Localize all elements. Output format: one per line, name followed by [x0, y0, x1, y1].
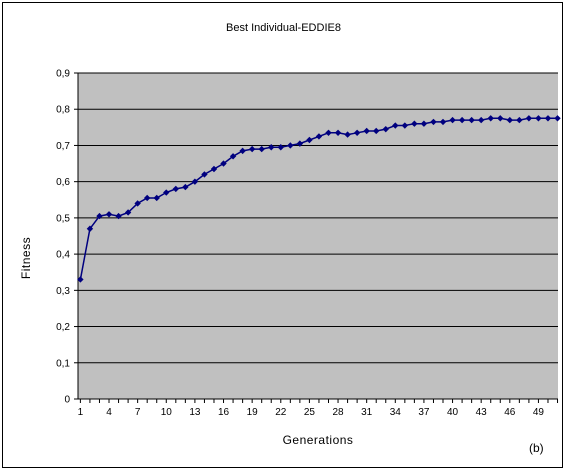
data-point [544, 115, 552, 122]
x-tick-label: 19 [247, 407, 259, 418]
data-point [554, 115, 561, 122]
x-tick-label: 31 [361, 407, 373, 418]
data-point [525, 115, 533, 122]
data-point [115, 212, 122, 220]
data-point [439, 118, 447, 126]
y-tick-label: 0,5 [56, 213, 70, 224]
x-tick-label: 10 [161, 407, 173, 418]
x-tick-label: 25 [304, 407, 316, 418]
data-point [477, 116, 485, 124]
y-ticks: 0 0,1 0,2 0,3 0,4 0,5 0,6 0,7 0,8 0,9 [56, 69, 78, 406]
y-tick-label: 0,2 [56, 322, 70, 333]
y-tick-label: 0,3 [56, 286, 70, 297]
data-point [373, 127, 380, 135]
data-point [220, 160, 227, 167]
data-point [468, 116, 475, 124]
data-point [506, 116, 514, 124]
y-tick-label: 0,9 [56, 69, 70, 80]
x-tick-label: 1 [78, 407, 84, 418]
y-tick-label: 0,6 [56, 177, 70, 188]
data-point [143, 194, 151, 202]
data-point [325, 129, 332, 136]
data-point [296, 140, 304, 147]
data-point [210, 165, 218, 173]
gridlines [78, 72, 558, 364]
axes [77, 73, 558, 400]
x-tick-label: 7 [135, 407, 141, 418]
x-ticks: 1 4 7 10 13 16 19 22 25 28 31 34 37 40 43 46 49 [78, 399, 559, 418]
y-tick-label: 0,1 [56, 358, 70, 369]
panel-label: (b) [529, 441, 544, 455]
data-point [344, 131, 351, 138]
data-point [277, 144, 284, 151]
data-point [182, 183, 189, 191]
data-point [306, 136, 313, 144]
data-point [163, 189, 170, 196]
data-point [420, 120, 428, 127]
data-point [382, 125, 389, 133]
data-point [96, 212, 103, 220]
data-point [248, 145, 256, 153]
x-tick-label: 49 [533, 407, 545, 418]
x-tick-label: 40 [447, 407, 459, 418]
data-point [392, 122, 399, 129]
data-point [411, 120, 418, 127]
x-tick-label: 16 [218, 407, 230, 418]
data-point [363, 127, 370, 135]
y-tick-label: 0,7 [56, 141, 70, 152]
data-point [449, 116, 456, 124]
data-point [497, 115, 504, 122]
data-point [124, 209, 132, 216]
data-point [535, 115, 542, 122]
data-point [86, 225, 94, 232]
x-tick-label: 46 [504, 407, 516, 418]
data-point [334, 129, 342, 136]
x-tick-label: 34 [390, 407, 402, 418]
x-tick-label: 28 [332, 407, 344, 418]
x-tick-label: 22 [275, 407, 287, 418]
data-point [77, 276, 84, 283]
data-point [229, 153, 237, 160]
x-tick-label: 43 [476, 407, 488, 418]
data-point [401, 122, 409, 129]
data-point [353, 129, 361, 136]
data-point [191, 178, 199, 185]
x-tick-label: 37 [418, 407, 430, 418]
data-point [201, 171, 208, 178]
data-point [516, 116, 523, 124]
x-axis-label: Generations [282, 433, 354, 447]
data-point [172, 185, 180, 193]
y-tick-label: 0 [64, 395, 70, 406]
series-group [77, 115, 561, 283]
data-point [153, 194, 160, 202]
y-tick-label: 0,8 [56, 105, 70, 116]
data-point [134, 200, 141, 207]
data-point [105, 211, 113, 218]
data-point [458, 116, 466, 124]
plot-area [78, 73, 558, 399]
x-tick-label: 4 [106, 407, 112, 418]
chart-title: Best Individual-EDDIE8 [226, 22, 341, 34]
data-point [315, 133, 323, 140]
x-tick-label: 13 [189, 407, 201, 418]
data-point [268, 144, 275, 151]
data-point [258, 145, 265, 153]
data-point [287, 142, 294, 149]
y-tick-label: 0,4 [56, 250, 70, 261]
data-point [430, 118, 437, 126]
data-point [487, 115, 494, 122]
data-point [239, 147, 246, 155]
